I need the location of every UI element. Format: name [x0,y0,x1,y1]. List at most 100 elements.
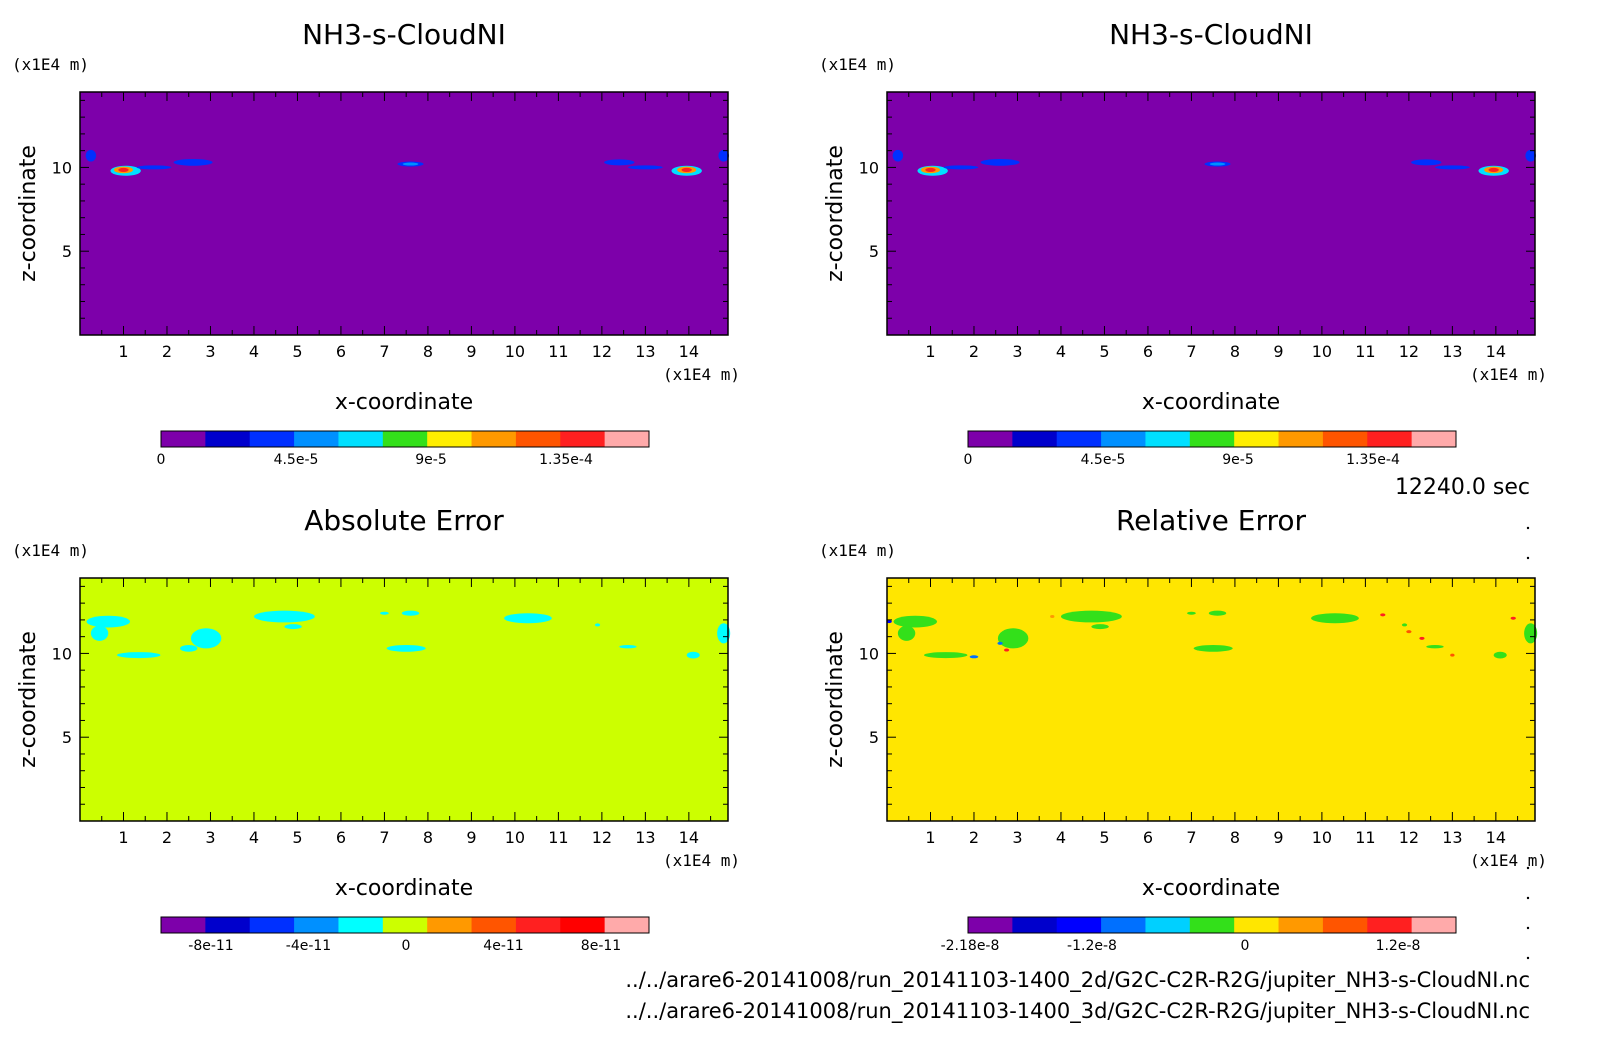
x-tick-label: 2 [162,828,172,847]
colorbar-swatch [205,431,251,447]
x-tick-label: 7 [1186,828,1196,847]
x-ticks [101,578,712,821]
contour-blob [594,623,601,627]
x-tick-label: 10 [1312,828,1332,847]
contour-blob [1434,165,1470,170]
contour-blob [1193,645,1233,652]
contour-blob [1050,615,1055,619]
x-ticks [908,578,1519,821]
x-tick-label: 5 [1099,342,1109,361]
plot-frame [79,91,729,336]
colorbar-swatch [1411,431,1457,447]
colorbar-tick-label: 4.5e-5 [274,452,319,468]
y-tick-label: 5 [869,728,879,747]
x-unit-label: (x1E4 m) [1470,851,1547,870]
contour-blob [1510,616,1516,620]
plot-frame [886,577,1536,822]
contour-blob [604,159,635,166]
colorbar-tick-label: -4e-11 [286,938,331,954]
stray-dots [1526,526,1530,960]
colorbar-swatch [1278,917,1324,933]
contour-blob [116,652,161,659]
x-tick-label: 5 [292,342,302,361]
x-tick-label: 12 [1399,342,1419,361]
y-tick-label: 5 [62,242,72,261]
contour-blob [1406,630,1412,634]
file-path-2d: ../../arare6-20141008/run_20141103-1400_… [625,968,1530,993]
contour-blob [402,162,419,166]
plot-frame [886,91,1536,336]
y-tick-label: 5 [62,728,72,747]
x-tick-label: 4 [1056,828,1066,847]
contour-blob [1003,648,1010,652]
contour-blob [1411,159,1442,166]
colorbar-swatch [1189,917,1235,933]
x-tick-label: 13 [1442,828,1462,847]
x-tick-label: 11 [1355,342,1375,361]
contour-blob [173,159,213,166]
y-ticks [887,585,1535,805]
x-unit-label: (x1E4 m) [663,365,740,384]
chart-panel-2: NH3-s-CloudNI(x1E4 m)1 2 3 4 5 6 7 8 9 10 11 12 13 14… [819,18,1547,468]
y-unit-label: (x1E4 m) [12,541,89,560]
contour-features [886,610,1538,659]
contour-blob [1524,623,1538,644]
x-tick-label: 1 [118,342,128,361]
colorbar-swatch [1056,431,1102,447]
colorbar-swatch [1367,431,1413,447]
contour-blob [85,149,97,162]
x-tick-label: 4 [249,828,259,847]
x-tick-label: 1 [118,828,128,847]
colorbar-swatch [471,917,517,933]
colorbar-swatch [1012,431,1058,447]
contour-blob [923,652,968,659]
y-tick-label: 5 [869,242,879,261]
colorbar-swatch [968,431,1013,447]
colorbar-tick-label: 1.2e-8 [1376,938,1421,954]
colorbar-swatch [1056,917,1102,933]
x-tick-label: 3 [1012,342,1022,361]
contour-blob [253,610,315,623]
contour-blob [180,645,198,652]
x-tick-label: 7 [379,828,389,847]
x-tick-label: 11 [548,342,568,361]
x-unit-label: (x1E4 m) [663,851,740,870]
y-tick-label: 10 [52,158,72,177]
contour-blob [686,651,700,659]
x-tick-label: 6 [1143,342,1153,361]
contour-blob [1311,613,1359,624]
contour-blob [401,610,420,616]
chart-title: Relative Error [1116,504,1307,537]
contour-blob [136,165,172,170]
x-tick-label: 12 [1399,828,1419,847]
colorbar-swatch [1101,917,1146,933]
plot-field [80,92,728,335]
x-tick-label: 8 [1230,828,1240,847]
contour-blob [681,167,692,172]
x-tick-label: 8 [423,342,433,361]
y-ticks [887,99,1535,319]
x-tick-label: 9 [1273,342,1283,361]
x-tick-label: 3 [205,342,215,361]
colorbar-swatch [161,917,206,933]
colorbar-swatch [427,431,473,447]
x-tick-label: 14 [679,342,699,361]
colorbar-tick-label: -8e-11 [188,938,233,954]
colorbar-tick-label: 4e-11 [483,938,523,954]
colorbar-tick-label: 0 [157,452,166,468]
contour-blob [284,624,302,630]
colorbar-swatch [338,917,384,933]
colorbar [967,430,1457,448]
colorbar-tick-label: 1.35e-4 [1346,452,1400,468]
colorbar-swatch [1411,917,1457,933]
contour-blob [1401,623,1408,627]
x-tick-label: 11 [548,828,568,847]
contour-blob [627,165,663,170]
contour-blob [1525,149,1536,162]
colorbar-swatch [1234,431,1280,447]
colorbar [160,430,650,448]
x-tick-label: 12 [592,828,612,847]
plot-field [887,578,1535,821]
contour-blob [1060,610,1122,623]
y-tick-label: 10 [52,644,72,663]
